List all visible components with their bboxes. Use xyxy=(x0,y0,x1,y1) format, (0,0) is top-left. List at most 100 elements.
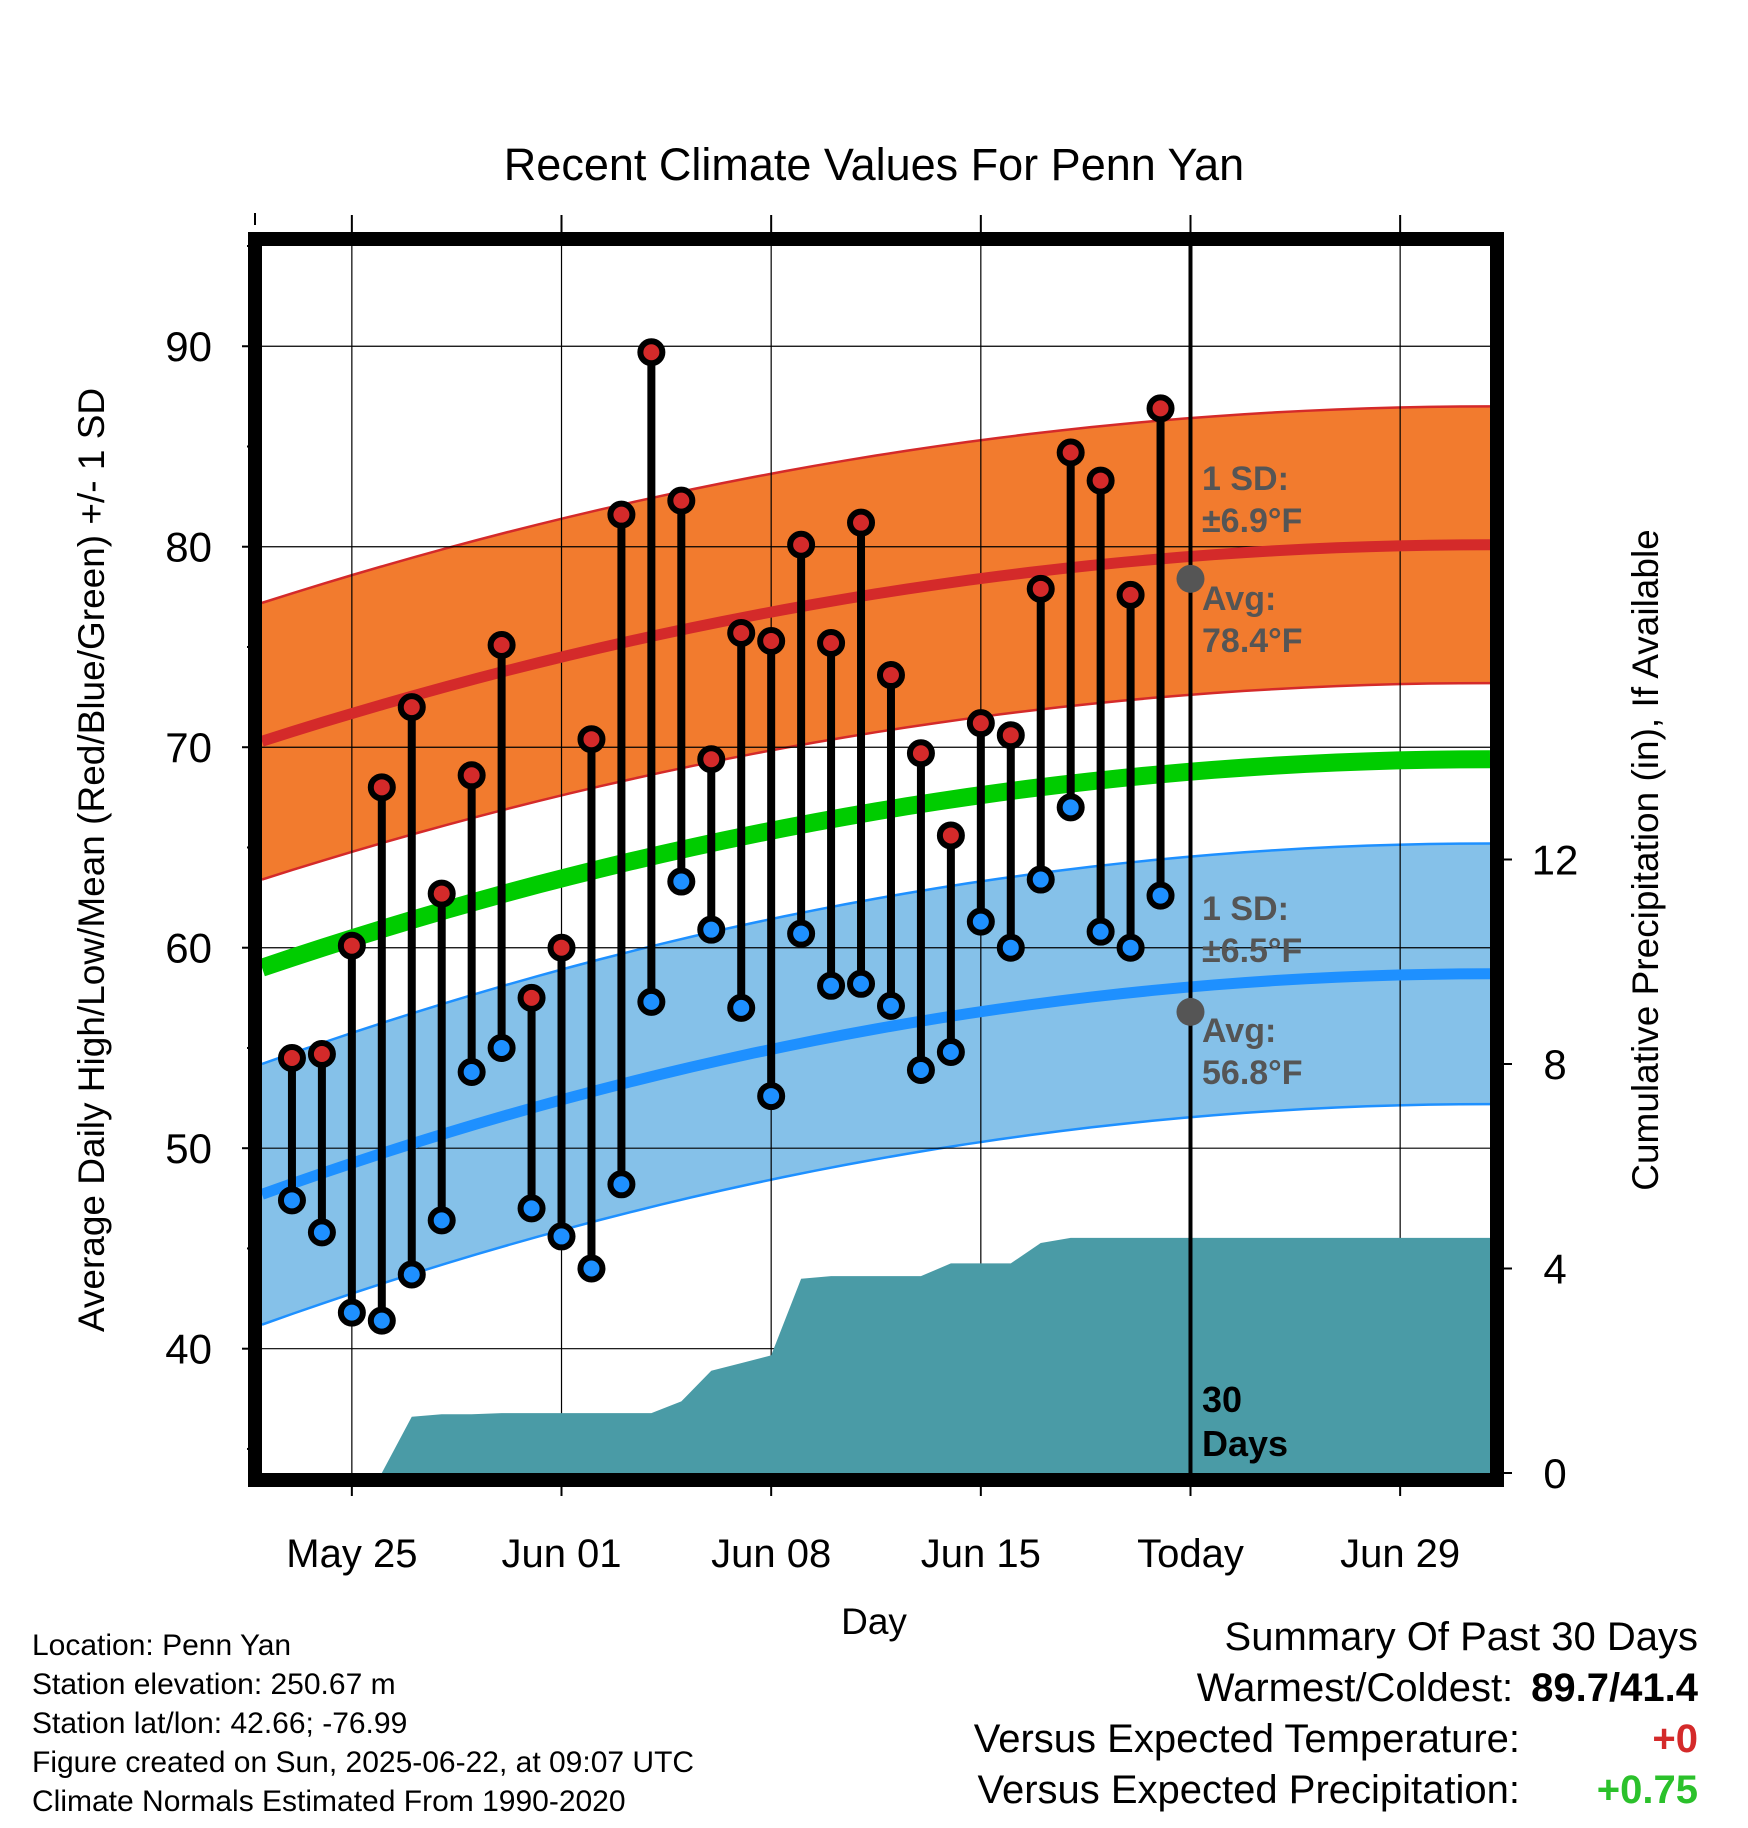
high-point-20 xyxy=(876,661,905,690)
low-point-13 xyxy=(667,867,696,896)
high-band-lower-edge xyxy=(262,681,1490,881)
precipitation-area xyxy=(262,1237,1490,1473)
warm-cold-label: Warmest/Coldest: xyxy=(1196,1666,1514,1710)
x-tick-label-1: Jun 01 xyxy=(501,1532,621,1576)
high-point-2 xyxy=(337,931,366,960)
high-point-0 xyxy=(277,1043,306,1072)
high-point-14 xyxy=(697,745,726,774)
low-sd-label: 1 SD: xyxy=(1202,890,1289,928)
latlon-text: Station lat/lon: 42.66; -76.99 xyxy=(32,1707,408,1740)
location-text: Location: Penn Yan xyxy=(32,1629,292,1662)
high-point-7 xyxy=(487,630,516,659)
high-point-26 xyxy=(1056,438,1085,467)
station-info: Location: Penn Yan Station elevation: 25… xyxy=(32,1626,694,1821)
high-normal-line xyxy=(262,539,1490,747)
low-point-16 xyxy=(757,1082,786,1111)
days-count: 30 xyxy=(1202,1379,1242,1420)
annotations: 1 SD: ±6.9°F Avg: 78.4°F 1 SD: ±6.5°F Av… xyxy=(1202,460,1303,1464)
high-sd-label: 1 SD: xyxy=(1202,460,1289,498)
low-point-6 xyxy=(457,1058,486,1087)
precip-label: Versus Expected Precipitation: xyxy=(977,1768,1520,1812)
high-point-9 xyxy=(547,933,576,962)
low-point-26 xyxy=(1056,793,1085,822)
summary-temp: Versus Expected Temperature: +0 xyxy=(974,1714,1698,1765)
high-point-3 xyxy=(367,773,396,802)
low-point-20 xyxy=(876,991,905,1020)
low-point-19 xyxy=(847,969,876,998)
left-tick-label-4: 80 xyxy=(165,524,212,571)
low-point-21 xyxy=(906,1056,935,1085)
low-point-17 xyxy=(787,919,816,948)
high-point-29 xyxy=(1146,394,1175,423)
x-tick-label-0: May 25 xyxy=(286,1532,417,1576)
high-point-19 xyxy=(847,508,876,537)
elevation-text: Station elevation: 250.67 m xyxy=(32,1668,396,1701)
right-tick-label-2: 8 xyxy=(1543,1041,1566,1088)
normal-lines xyxy=(262,539,1490,1200)
left-tick-label-1: 50 xyxy=(165,1125,212,1172)
low-point-15 xyxy=(727,993,756,1022)
low-point-11 xyxy=(607,1170,636,1199)
high-point-27 xyxy=(1086,466,1115,495)
low-point-5 xyxy=(427,1206,456,1235)
high-point-6 xyxy=(457,761,486,790)
x-tick-label-4: Today xyxy=(1137,1532,1244,1576)
summary-warm-cold: Warmest/Coldest: 89.7/41.4 xyxy=(974,1663,1698,1714)
low-point-22 xyxy=(936,1037,965,1066)
summary-panel: Summary Of Past 30 Days Warmest/Coldest:… xyxy=(974,1612,1698,1816)
precip-fill xyxy=(262,1237,1490,1473)
low-band-upper-edge xyxy=(262,842,1490,1066)
left-axis-label: Average Daily High/Low/Mean (Red/Blue/Gr… xyxy=(71,388,112,1332)
low-point-8 xyxy=(517,1194,546,1223)
low-point-24 xyxy=(996,933,1025,962)
left-tick-label-0: 40 xyxy=(165,1326,212,1373)
right-tick-label-1: 4 xyxy=(1543,1246,1566,1293)
low-avg-value: 56.8°F xyxy=(1202,1054,1303,1092)
high-point-1 xyxy=(307,1039,336,1068)
low-point-7 xyxy=(487,1033,516,1062)
high-sd-band xyxy=(262,406,1490,880)
left-tick-label-2: 60 xyxy=(165,925,212,972)
high-avg-label: Avg: xyxy=(1202,580,1276,618)
x-tick-label-2: Jun 08 xyxy=(711,1532,831,1576)
normals-text: Climate Normals Estimated From 1990-2020 xyxy=(32,1785,626,1818)
low-point-29 xyxy=(1146,881,1175,910)
low-point-25 xyxy=(1026,865,1055,894)
high-point-21 xyxy=(906,739,935,768)
high-band-upper-edge xyxy=(262,405,1490,605)
high-point-24 xyxy=(996,721,1025,750)
high-point-18 xyxy=(817,628,846,657)
high-point-10 xyxy=(577,725,606,754)
axes: 40 50 60 70 80 90 0 4 8 12 May 25 Jun 01 Jun 08 Jun 1… xyxy=(165,213,1578,1576)
high-point-22 xyxy=(936,821,965,850)
left-tick-label-3: 70 xyxy=(165,724,212,771)
temp-label: Versus Expected Temperature: xyxy=(973,1717,1520,1761)
low-sd-value: ±6.5°F xyxy=(1202,932,1302,970)
today-high-avg-marker xyxy=(1176,564,1205,593)
summary-heading: Summary Of Past 30 Days xyxy=(1224,1615,1698,1659)
high-avg-value: 78.4°F xyxy=(1202,622,1303,660)
high-point-5 xyxy=(427,879,456,908)
high-point-4 xyxy=(397,693,426,722)
warm-cold-value: 89.7/41.4 xyxy=(1531,1666,1698,1710)
high-point-15 xyxy=(727,618,756,647)
low-point-3 xyxy=(367,1306,396,1335)
low-point-27 xyxy=(1086,917,1115,946)
high-point-28 xyxy=(1116,580,1145,609)
high-point-12 xyxy=(637,338,666,367)
right-tick-label-3: 12 xyxy=(1532,837,1579,884)
high-point-25 xyxy=(1026,574,1055,603)
precip-value: +0.75 xyxy=(1596,1768,1698,1812)
high-point-23 xyxy=(966,709,995,738)
high-point-11 xyxy=(607,500,636,529)
left-tick-label-5: 90 xyxy=(165,323,212,370)
low-point-28 xyxy=(1116,933,1145,962)
low-normal-line xyxy=(262,968,1490,1200)
low-point-0 xyxy=(277,1186,306,1215)
daily-points xyxy=(277,338,1175,1335)
low-band-lower-edge xyxy=(262,1102,1490,1326)
right-axis-label: Cumulative Precipitation (in), If Availa… xyxy=(1625,529,1666,1191)
low-point-23 xyxy=(966,907,995,936)
x-axis-label: Day xyxy=(841,1601,907,1642)
